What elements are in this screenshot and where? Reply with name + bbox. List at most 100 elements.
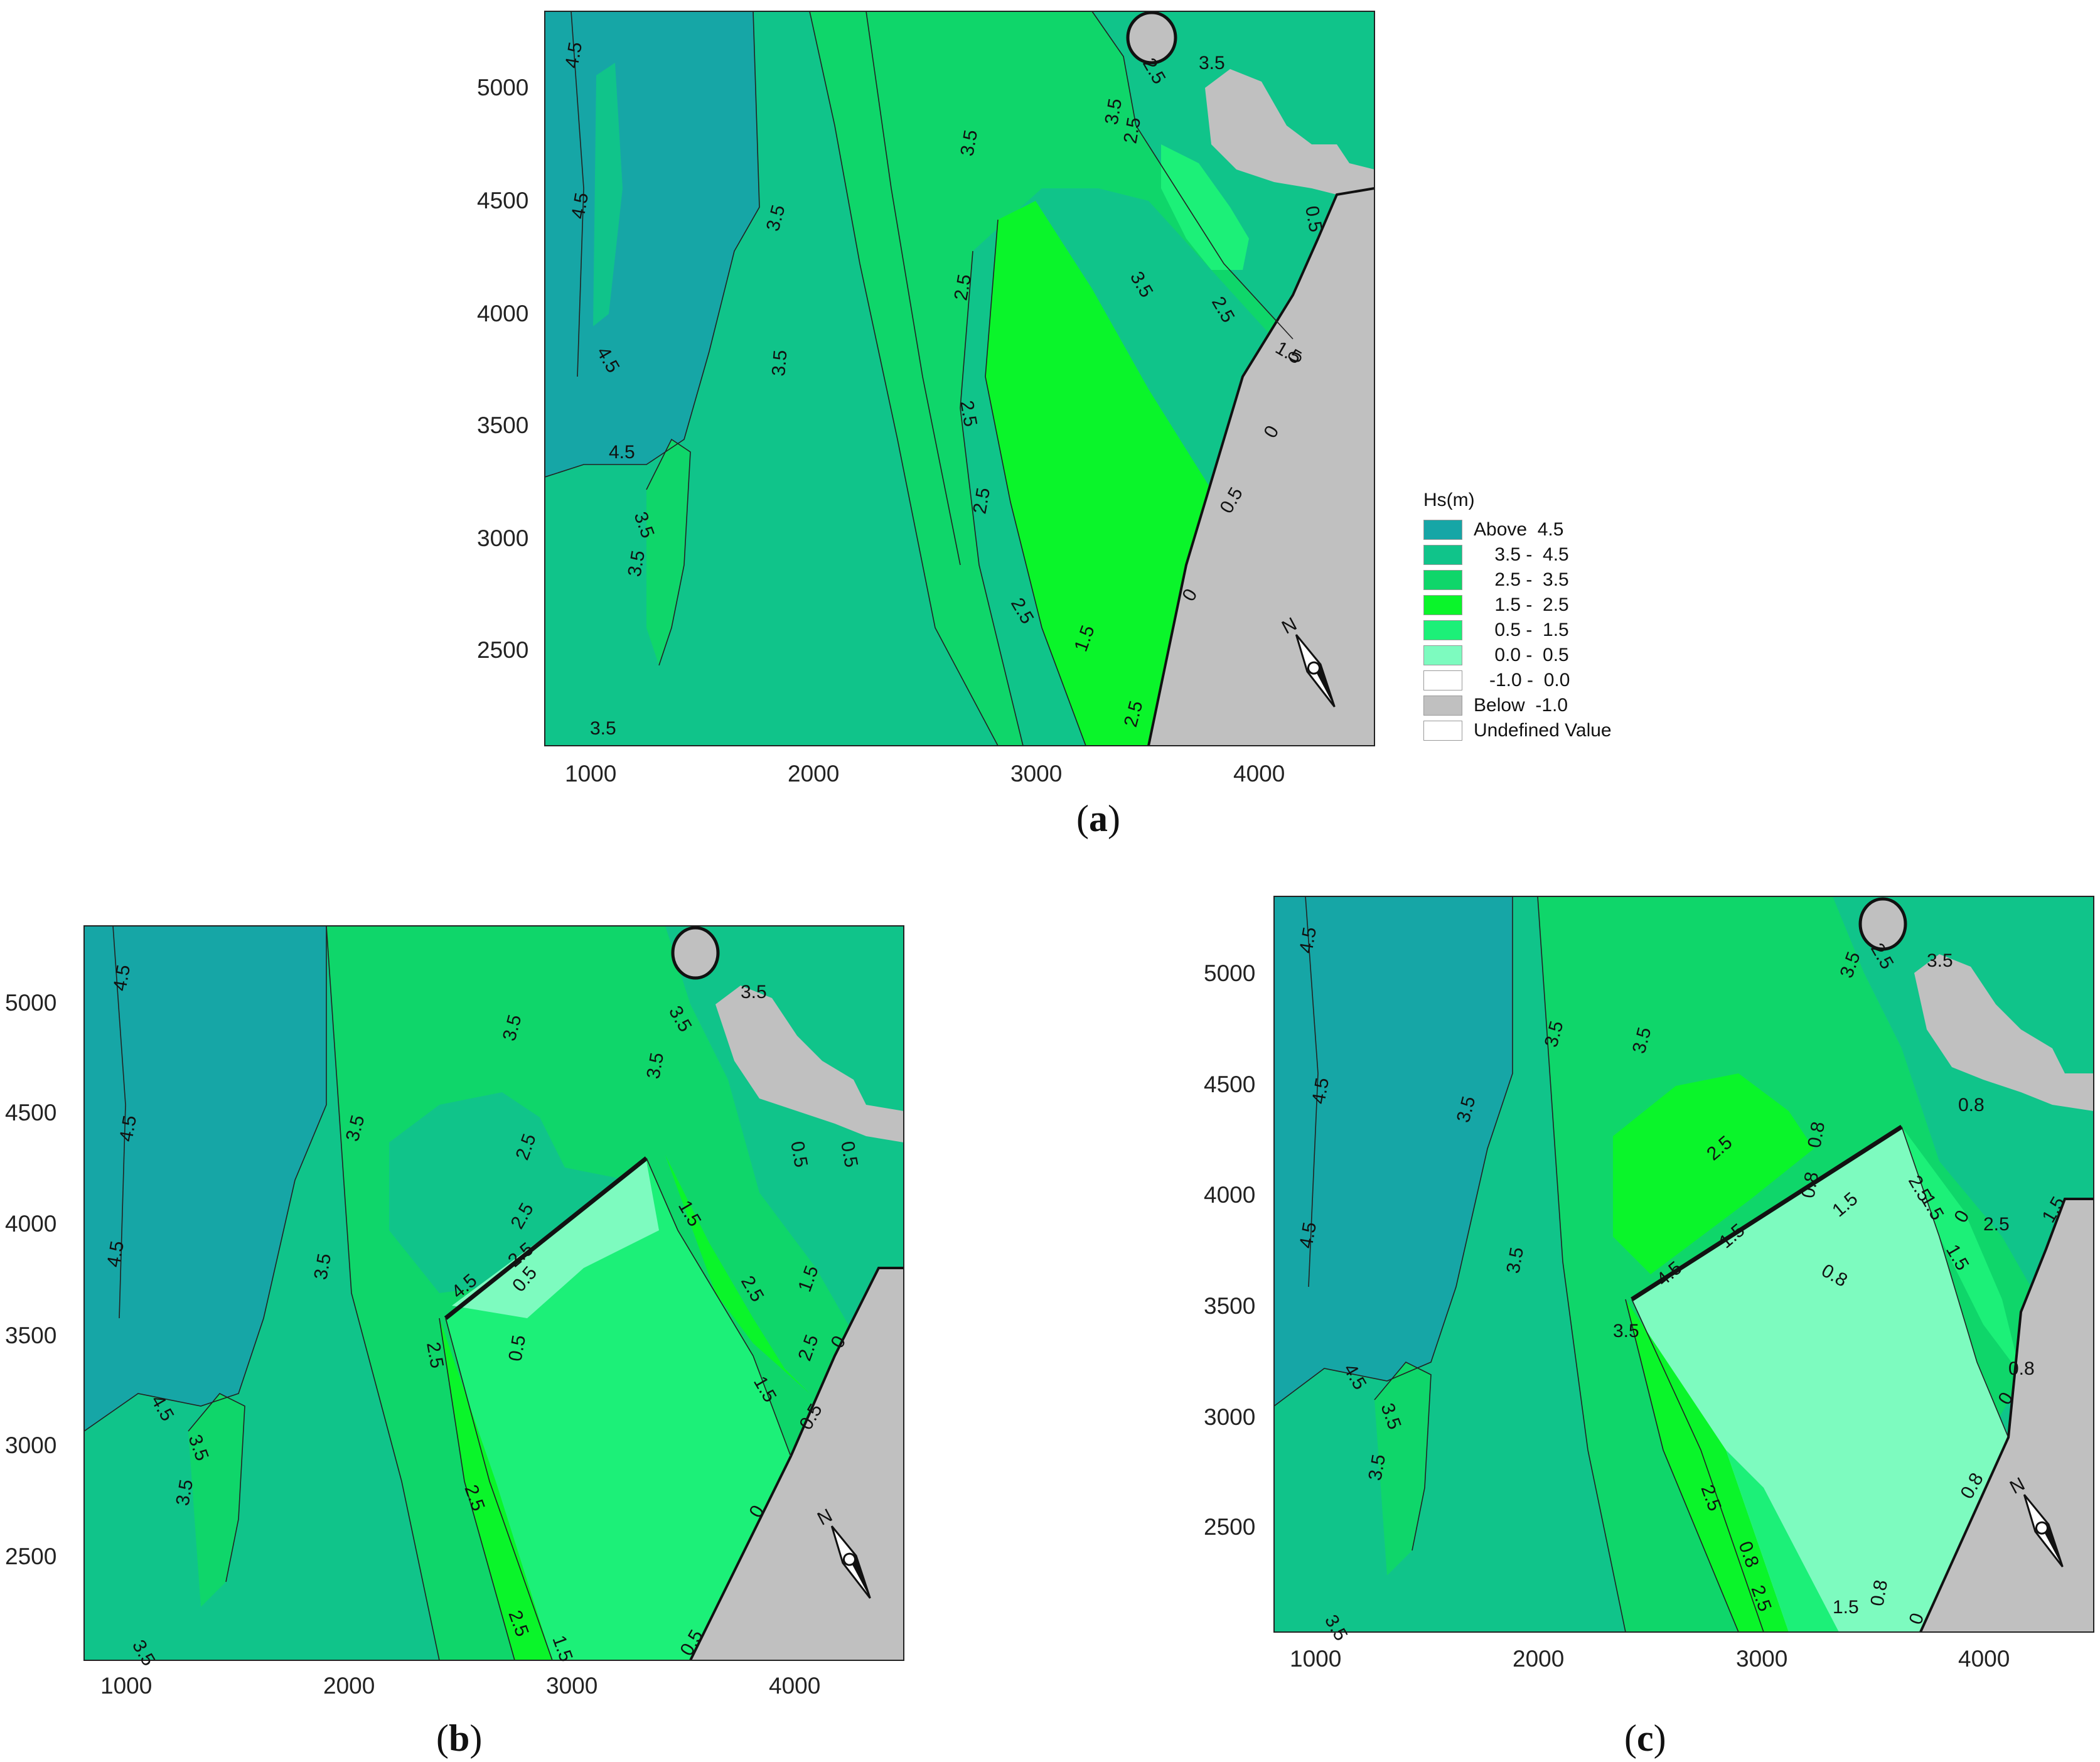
land-gray [1921, 1199, 2094, 1632]
x-tick: 3000 [1736, 1646, 1787, 1672]
islet [1126, 11, 1177, 65]
legend-item: Below -1.0 [1423, 693, 1687, 718]
x-tick: 2000 [788, 761, 839, 787]
islet [1858, 897, 1907, 951]
contour-label: 3.5 [1503, 1245, 1528, 1275]
legend-swatch [1423, 570, 1462, 590]
caption-b: (b) [436, 1717, 483, 1759]
legend-swatch [1423, 721, 1462, 741]
contour-label: 4.5 [561, 40, 586, 70]
band-2-5-3-5-west [1374, 1362, 1431, 1576]
coastline [1919, 1198, 2094, 1632]
y-tick: 5000 [1204, 960, 1255, 986]
legend-item: 0.0 - 0.5 [1423, 643, 1687, 668]
y-tick: 3500 [5, 1323, 56, 1348]
breakwater [1631, 1125, 1903, 1301]
contour-label: 0.8 [2008, 1358, 2035, 1379]
band-above-4-5 [1274, 896, 1513, 1406]
contour-map-a: 4.5 4.5 4.5 4.5 3.5 3.5 3.5 3.5 3.5 3.5 … [477, 11, 1375, 787]
band-1-5-2-5 [439, 1318, 552, 1660]
contour-label: 3.5 [172, 1478, 197, 1507]
contour-label: 3.5 [1101, 97, 1126, 126]
x-tick: 1000 [1290, 1646, 1341, 1672]
y-tick: 3000 [5, 1432, 56, 1458]
axis-ticks: 1000 2000 3000 4000 2500 3000 3500 4000 … [477, 75, 1285, 787]
headland-gray [1205, 69, 1374, 195]
contour-label: 4.5 [109, 963, 134, 992]
legend-swatch [1423, 620, 1462, 640]
panel-b: 4.5 4.5 4.5 4.5 3.5 3.5 3.5 3.5 3.5 3.5 … [0, 916, 916, 1732]
contour-label: 3.5 [1364, 1453, 1390, 1482]
legend-swatch [1423, 696, 1462, 716]
contour-label: 4.5 [1295, 925, 1321, 955]
legend-item: Above 4.5 [1423, 517, 1687, 542]
plot-frame [544, 11, 1375, 746]
y-tick: 2500 [1204, 1514, 1255, 1540]
legend-item: Undefined Value [1423, 718, 1687, 743]
contour-label: 0.5 [1301, 204, 1326, 234]
headland-gray [715, 986, 904, 1142]
y-tick: 3500 [477, 412, 528, 438]
contour-label: 3.5 [1613, 1321, 1639, 1341]
legend-swatch [1423, 670, 1462, 690]
contour-label: 3.5 [1199, 53, 1225, 73]
x-tick: 1000 [565, 761, 616, 787]
contour-map-b: 4.5 4.5 4.5 4.5 3.5 3.5 3.5 3.5 3.5 3.5 … [5, 925, 904, 1699]
x-tick: 2000 [1513, 1646, 1564, 1672]
band-2-5-3-5-west [646, 439, 690, 665]
contour-label: 4.5 [115, 1114, 141, 1143]
legend: Hs(m) Above 4.5 3.5 - 4.5 2.5 - 3.5 1.5 … [1423, 490, 1687, 743]
y-tick: 5000 [5, 990, 56, 1016]
legend-title: Hs(m) [1423, 490, 1475, 510]
y-tick: 4500 [477, 188, 528, 213]
islet [671, 926, 720, 980]
contour-label: 3.5 [768, 349, 791, 377]
headland-gray [1914, 954, 2094, 1111]
y-tick: 4500 [1204, 1072, 1255, 1097]
contour-label: 3.5 [643, 1051, 668, 1080]
contour-label: 3.5 [956, 128, 982, 158]
contour-map-c: 4.5 4.5 4.5 4.5 3.5 3.5 3.5 3.5 3.5 3.5 … [1204, 896, 2094, 1672]
y-tick: 3500 [1204, 1293, 1255, 1319]
legend-swatch [1423, 645, 1462, 665]
legend-swatch [1423, 545, 1462, 565]
coastline [689, 1267, 904, 1660]
caption-a: (a) [1076, 798, 1120, 839]
north-arrow-icon: N [814, 1505, 871, 1599]
band-1-5-2-5 [985, 201, 1230, 746]
contour-label: 3.5 [624, 549, 649, 578]
contour-label: 4.5 [609, 442, 635, 463]
plot-frame [83, 925, 904, 1661]
x-tick: 4000 [1958, 1646, 2010, 1672]
y-tick: 2500 [5, 1544, 56, 1569]
contour-label: 3.5 [590, 718, 616, 739]
contour-label: 4.5 [103, 1239, 128, 1269]
band-0-0-0-5 [452, 1161, 659, 1318]
band-0-5-1-5 [1161, 144, 1249, 270]
legend-item: 3.5 - 4.5 [1423, 542, 1687, 567]
contour-label: 0.8 [1958, 1095, 1985, 1115]
band-1-5-2-5-north [1613, 1073, 1814, 1274]
x-tick: 4000 [769, 1673, 820, 1699]
panel-c: 4.5 4.5 4.5 4.5 3.5 3.5 3.5 3.5 3.5 3.5 … [1186, 885, 2100, 1707]
y-tick: 4000 [1204, 1182, 1255, 1208]
contour-label: 1.5 [1833, 1597, 1859, 1618]
band-0-5-1-5 [1726, 1450, 1839, 1632]
y-tick: 4500 [5, 1100, 56, 1125]
panel-a: 4.5 4.5 4.5 4.5 3.5 3.5 3.5 3.5 3.5 3.5 … [458, 0, 1400, 816]
contour-lines [1274, 896, 2009, 1632]
band-1-5-2-5 [1626, 1299, 1789, 1632]
x-tick: 1000 [100, 1673, 152, 1699]
contour-label: 0.8 [1797, 1170, 1823, 1200]
y-tick: 2500 [477, 637, 528, 663]
legend-item: 0.5 - 1.5 [1423, 618, 1687, 643]
land-gray [1149, 188, 1374, 746]
contour-label: 4.5 [1308, 1076, 1333, 1105]
contour-label: 2.5 [969, 486, 994, 515]
x-tick: 3000 [546, 1673, 597, 1699]
contour-lines [84, 926, 791, 1660]
x-tick: 4000 [1233, 761, 1285, 787]
y-tick: 3000 [1204, 1404, 1255, 1430]
coastline [1147, 187, 1374, 746]
band-0-5-1-5-east [1902, 1127, 2021, 1375]
